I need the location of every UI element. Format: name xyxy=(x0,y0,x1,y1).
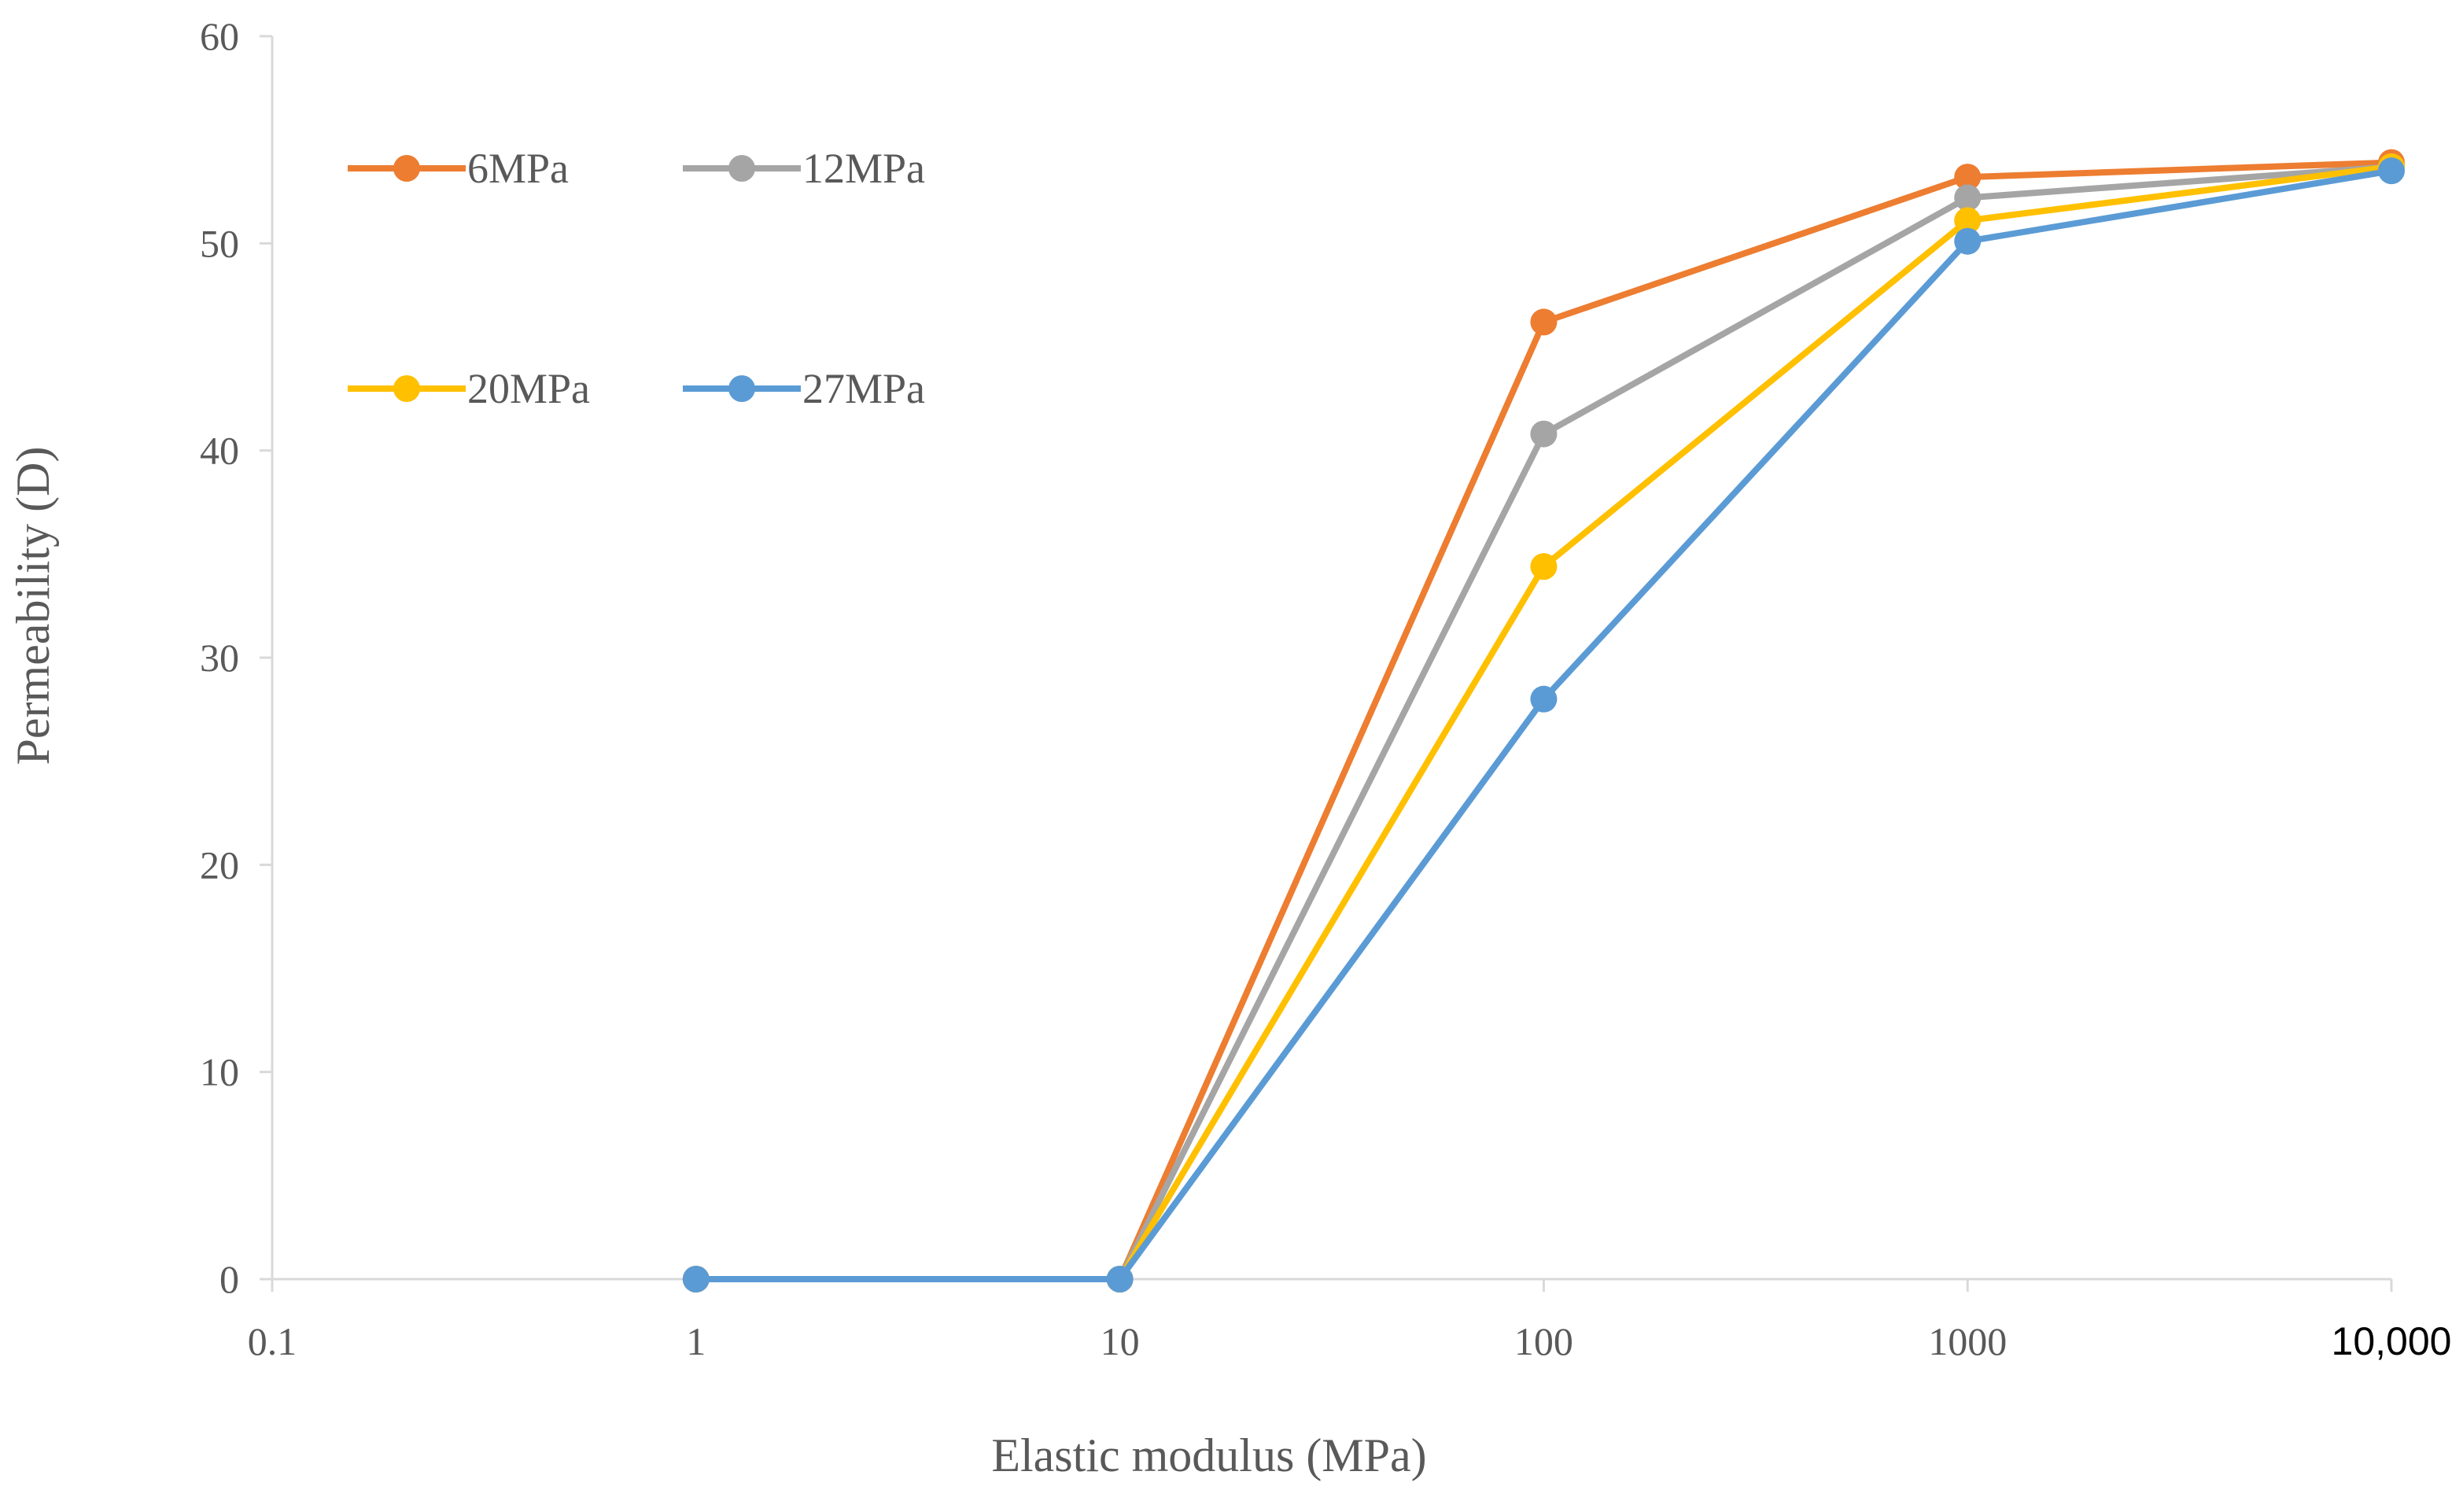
x-axis-title: Elastic modulus (MPa) xyxy=(991,1429,1426,1481)
series-6MPa xyxy=(682,149,2405,1293)
y-tick-label: 10 xyxy=(200,1050,239,1094)
y-tick-label: 60 xyxy=(200,14,239,58)
legend-marker xyxy=(728,375,755,402)
series-line-27MPa xyxy=(695,168,2392,1282)
series-27MPa xyxy=(682,157,2405,1293)
legend-label: 27MPa xyxy=(802,365,925,412)
legend-label: 20MPa xyxy=(467,365,590,412)
data-point-27MPa xyxy=(682,1266,710,1293)
data-point-20MPa xyxy=(1530,553,1558,581)
x-tick-label: 100 xyxy=(1514,1319,1573,1363)
data-point-12MPa xyxy=(1530,420,1558,448)
data-point-6MPa xyxy=(1530,308,1558,336)
data-point-27MPa xyxy=(1530,685,1558,713)
x-tick-label: 1000 xyxy=(1928,1319,2007,1363)
legend: 6MPa 12MPa 20MPa 27MPa xyxy=(348,145,925,412)
y-tick-label: 50 xyxy=(200,221,239,265)
axes: 0 10 20 30 40 50 60 0.1 1 10 100 1000 10,000 xyxy=(200,14,2451,1363)
x-tick-label: 10,000 xyxy=(2332,1319,2452,1363)
y-tick-label: 0 xyxy=(219,1257,239,1301)
data-point-6MPa xyxy=(1954,164,1982,191)
data-point-27MPa xyxy=(2378,157,2405,185)
y-tick-label: 20 xyxy=(200,843,239,887)
y-tick-label: 40 xyxy=(200,429,239,473)
legend-marker xyxy=(728,155,755,182)
data-point-27MPa xyxy=(1106,1266,1134,1293)
series-layer xyxy=(682,149,2405,1293)
legend-marker xyxy=(393,375,420,402)
legend-item-6MPa: 6MPa xyxy=(348,145,569,192)
x-tick-label: 1 xyxy=(686,1319,706,1363)
data-point-27MPa xyxy=(1954,227,1982,255)
x-tick-label: 10 xyxy=(1101,1319,1140,1363)
x-tick-label: 0.1 xyxy=(248,1319,297,1363)
legend-label: 12MPa xyxy=(802,145,925,192)
y-axis-title: Permeability (D) xyxy=(7,447,59,765)
legend-label: 6MPa xyxy=(467,145,569,192)
legend-marker xyxy=(393,155,420,182)
legend-item-20MPa: 20MPa xyxy=(348,365,590,412)
data-point-12MPa xyxy=(1954,184,1982,212)
data-point-20MPa xyxy=(1954,207,1982,234)
y-tick-label: 30 xyxy=(200,636,239,680)
legend-item-27MPa: 27MPa xyxy=(683,365,925,412)
legend-item-12MPa: 12MPa xyxy=(683,145,925,192)
